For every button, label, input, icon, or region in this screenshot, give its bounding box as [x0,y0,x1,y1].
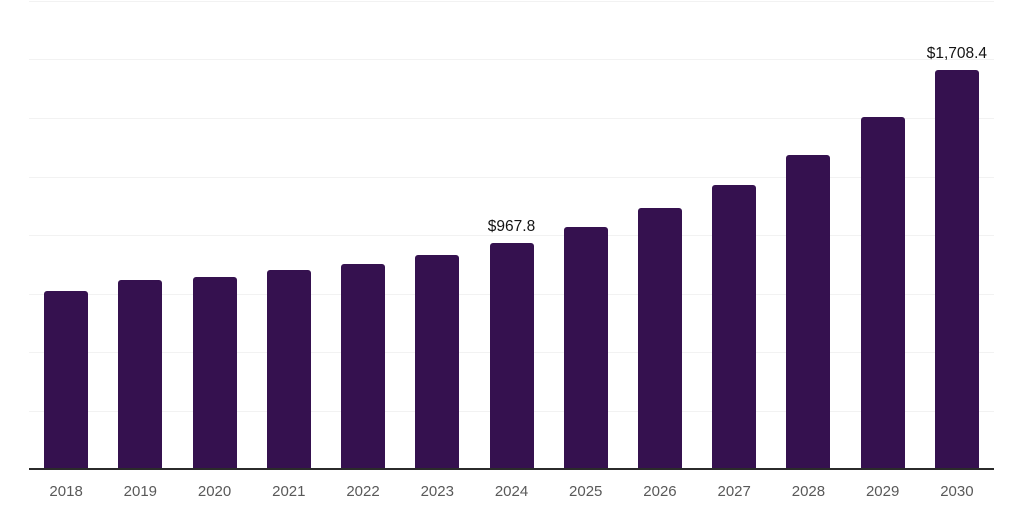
x-tick-2026: 2026 [643,483,677,500]
gridline-1750 [29,59,994,61]
bar-2018 [44,290,89,470]
x-tick-2024: 2024 [494,483,529,500]
bar-2025 [563,226,608,470]
x-tick-2029: 2029 [865,483,900,500]
bar-2026 [637,207,682,470]
x-tick-2025: 2025 [569,483,603,500]
bar-2029 [860,116,905,470]
x-tick-2022: 2022 [346,483,380,500]
x-tick-2023: 2023 [420,483,454,500]
x-tick-2027: 2027 [717,483,751,500]
data-label-2030: $1,708.4 [926,44,988,62]
gridline-1500 [29,117,994,119]
bar-2023 [415,254,460,470]
x-tick-2030: 2030 [940,483,974,500]
data-label-2024: $967.8 [487,218,536,236]
gridline-1000 [29,235,994,237]
x-tick-2020: 2020 [197,483,232,500]
gridline-1250 [29,176,994,178]
bar-2028 [786,154,831,470]
x-tick-2018: 2018 [49,483,83,500]
x-axis-line [29,468,994,470]
bar-2020 [192,276,237,470]
bar-2019 [118,279,163,470]
bar-2027 [712,184,757,470]
bar-2024 [489,243,534,470]
bar-2022 [341,263,386,470]
plot-area [29,0,994,470]
x-tick-2019: 2019 [123,483,158,500]
bar-2021 [266,269,311,470]
x-tick-2021: 2021 [272,483,306,500]
x-tick-2028: 2028 [791,483,826,500]
gridline-2000 [29,0,994,2]
bar-2030 [934,69,979,470]
